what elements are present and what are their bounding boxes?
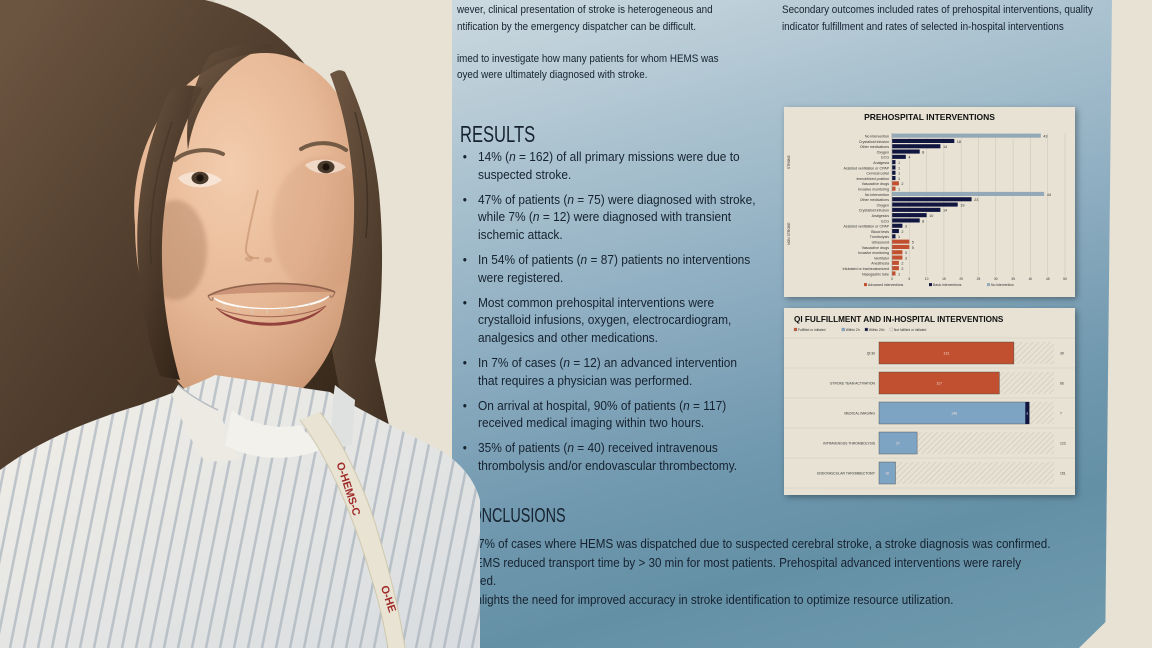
svg-text:Immobilized position: Immobilized position — [856, 177, 889, 181]
svg-text:30: 30 — [994, 277, 998, 281]
svg-text:Crystalloid infusion: Crystalloid infusion — [859, 209, 889, 213]
svg-text:Basic interventions: Basic interventions — [933, 283, 962, 287]
svg-text:4: 4 — [908, 156, 910, 160]
svg-text:Assisted ventilation or CPAP: Assisted ventilation or CPAP — [844, 225, 890, 229]
svg-text:Anesthesia: Anesthesia — [871, 262, 889, 266]
svg-text:14: 14 — [943, 209, 947, 213]
svg-text:NON STROKE: NON STROKE — [787, 222, 791, 245]
svg-text:Ultrasound: Ultrasound — [872, 240, 889, 244]
svg-text:7: 7 — [1060, 412, 1062, 416]
svg-text:19: 19 — [960, 203, 964, 207]
svg-text:No intervention: No intervention — [865, 193, 889, 197]
svg-text:131: 131 — [943, 352, 949, 356]
svg-text:25: 25 — [977, 277, 981, 281]
svg-text:1: 1 — [898, 161, 900, 165]
svg-text:QI FULFILLMENT AND IN-HOSPITAL: QI FULFILLMENT AND IN-HOSPITAL INTERVENT… — [794, 315, 1004, 324]
svg-text:123: 123 — [1060, 442, 1066, 446]
svg-text:146: 146 — [951, 412, 957, 416]
svg-text:Analgesics: Analgesics — [872, 214, 890, 218]
svg-text:117: 117 — [936, 382, 942, 386]
svg-text:Oxygen: Oxygen — [877, 203, 889, 207]
svg-text:Oxygen: Oxygen — [877, 150, 889, 154]
svg-text:50: 50 — [1063, 277, 1067, 281]
svg-text:45: 45 — [1046, 277, 1050, 281]
svg-text:Other medications: Other medications — [860, 145, 889, 149]
svg-text:1: 1 — [898, 272, 900, 276]
svg-text:43: 43 — [1043, 134, 1047, 138]
svg-text:MEDICAL IMAGING: MEDICAL IMAGING — [844, 412, 875, 416]
svg-text:Advanced interventions: Advanced interventions — [868, 283, 904, 287]
svg-text:3: 3 — [905, 251, 907, 255]
svg-text:1: 1 — [898, 177, 900, 181]
svg-text:Within 24h: Within 24h — [869, 328, 885, 332]
svg-text:66: 66 — [1060, 382, 1064, 386]
svg-text:5: 5 — [908, 277, 910, 281]
svg-text:Assisted ventilation or CPAP: Assisted ventilation or CPAP — [844, 166, 890, 170]
svg-text:2: 2 — [901, 182, 903, 186]
svg-text:35: 35 — [1011, 277, 1015, 281]
svg-text:Fulfilled or initiated: Fulfilled or initiated — [798, 328, 826, 332]
svg-text:No intervention: No intervention — [991, 283, 1014, 287]
svg-text:1: 1 — [898, 172, 900, 176]
svg-text:ECG: ECG — [881, 156, 889, 160]
svg-text:No intervention: No intervention — [865, 134, 889, 138]
svg-text:Other medications: Other medications — [860, 198, 889, 202]
svg-text:3: 3 — [905, 225, 907, 229]
svg-text:40: 40 — [1029, 277, 1033, 281]
svg-text:1: 1 — [898, 166, 900, 170]
svg-text:QI:30: QI:30 — [867, 352, 875, 356]
svg-text:Intubated or tracheostomized: Intubated or tracheostomized — [842, 267, 889, 271]
svg-text:1: 1 — [898, 235, 900, 239]
svg-text:1: 1 — [898, 187, 900, 191]
svg-text:3: 3 — [905, 256, 907, 260]
svg-text:Invasive monitoring: Invasive monitoring — [858, 187, 889, 191]
svg-text:20: 20 — [959, 277, 963, 281]
svg-text:2: 2 — [901, 267, 903, 271]
svg-text:151: 151 — [1060, 472, 1066, 476]
svg-text:8: 8 — [922, 150, 924, 154]
svg-text:INTRAVENOUS THROMBOLYSIS: INTRAVENOUS THROMBOLYSIS — [823, 442, 876, 446]
svg-text:5: 5 — [912, 240, 914, 244]
svg-text:STROKE TEAM ACTIVATION: STROKE TEAM ACTIVATION — [830, 382, 875, 386]
svg-text:Crystalloid infusion: Crystalloid infusion — [859, 140, 889, 144]
svg-text:Vasoactive drugs: Vasoactive drugs — [862, 246, 890, 250]
svg-text:16: 16 — [885, 472, 889, 476]
svg-text:5: 5 — [912, 246, 914, 250]
svg-text:14: 14 — [943, 145, 947, 149]
svg-text:23: 23 — [974, 198, 978, 202]
svg-text:18: 18 — [957, 140, 961, 144]
svg-text:Ventilator: Ventilator — [874, 256, 890, 260]
svg-text:10: 10 — [929, 214, 933, 218]
svg-text:15: 15 — [942, 277, 946, 281]
svg-text:Cervical collar: Cervical collar — [866, 172, 889, 176]
svg-text:Within 2h: Within 2h — [846, 328, 860, 332]
svg-text:10: 10 — [925, 277, 929, 281]
svg-text:2: 2 — [901, 230, 903, 234]
svg-text:Analgesia: Analgesia — [873, 161, 889, 165]
svg-text:Nasogastric tube: Nasogastric tube — [862, 272, 889, 276]
svg-text:Blood tests: Blood tests — [871, 230, 889, 234]
svg-text:0: 0 — [891, 277, 893, 281]
svg-text:STROKE: STROKE — [787, 154, 791, 169]
svg-text:2: 2 — [901, 262, 903, 266]
svg-text:Invasive monitoring: Invasive monitoring — [858, 251, 889, 255]
svg-text:39: 39 — [1060, 352, 1064, 356]
svg-text:44: 44 — [1047, 193, 1051, 197]
svg-text:Vasoactive drugs: Vasoactive drugs — [862, 182, 890, 186]
svg-text:PREHOSPITAL INTERVENTIONS: PREHOSPITAL INTERVENTIONS — [864, 112, 995, 122]
svg-text:ECG: ECG — [881, 219, 889, 223]
svg-text:ENDOVASCULAR THROMBECTOMY: ENDOVASCULAR THROMBECTOMY — [817, 472, 876, 476]
svg-text:Trombolysis: Trombolysis — [870, 235, 889, 239]
svg-text:37: 37 — [896, 442, 900, 446]
svg-text:Not fulfilled or initiated: Not fulfilled or initiated — [894, 328, 927, 332]
svg-text:8: 8 — [922, 219, 924, 223]
